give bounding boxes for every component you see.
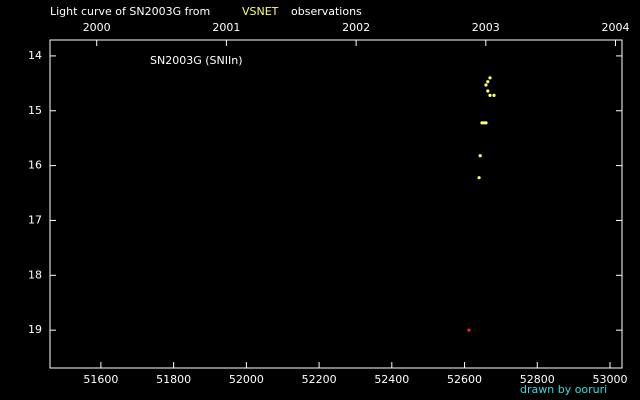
- data-point: [486, 89, 490, 93]
- data-point: [484, 121, 488, 125]
- data-point: [467, 328, 471, 332]
- title: Light curve of SN2003G from: [50, 5, 210, 18]
- x2-tick-label: 2001: [212, 21, 240, 34]
- x-tick-label: 53000: [593, 373, 628, 386]
- y-tick-label: 19: [28, 323, 42, 336]
- y-tick-label: 16: [28, 159, 42, 172]
- x-tick-label: 52400: [374, 373, 409, 386]
- data-point: [488, 76, 492, 80]
- x2-tick-label: 2003: [472, 21, 500, 34]
- x-tick-label: 52000: [229, 373, 264, 386]
- y-tick-label: 18: [28, 268, 42, 281]
- data-point: [488, 93, 492, 97]
- plot-frame: [49, 39, 623, 369]
- y-tick-label: 14: [28, 49, 42, 62]
- data-point: [492, 93, 496, 97]
- data-point: [477, 176, 481, 180]
- x2-tick-label: 2004: [602, 21, 630, 34]
- credit: drawn by ooruri: [520, 383, 607, 396]
- data-point: [478, 154, 482, 158]
- title: observations: [291, 5, 362, 18]
- y-tick-label: 15: [28, 104, 42, 117]
- x-tick-label: 52800: [520, 373, 555, 386]
- x-tick-label: 51600: [83, 373, 118, 386]
- title-highlight: VSNET: [242, 5, 279, 18]
- object-label: SN2003G (SNIIn): [150, 54, 242, 67]
- data-point: [486, 80, 490, 84]
- x-tick-label: 51800: [156, 373, 191, 386]
- y-tick-label: 17: [28, 213, 42, 226]
- x-tick-label: 52200: [302, 373, 337, 386]
- x-tick-label: 52600: [447, 373, 482, 386]
- data-point: [484, 83, 488, 87]
- x2-tick-label: 2002: [342, 21, 370, 34]
- x2-tick-label: 2000: [83, 21, 111, 34]
